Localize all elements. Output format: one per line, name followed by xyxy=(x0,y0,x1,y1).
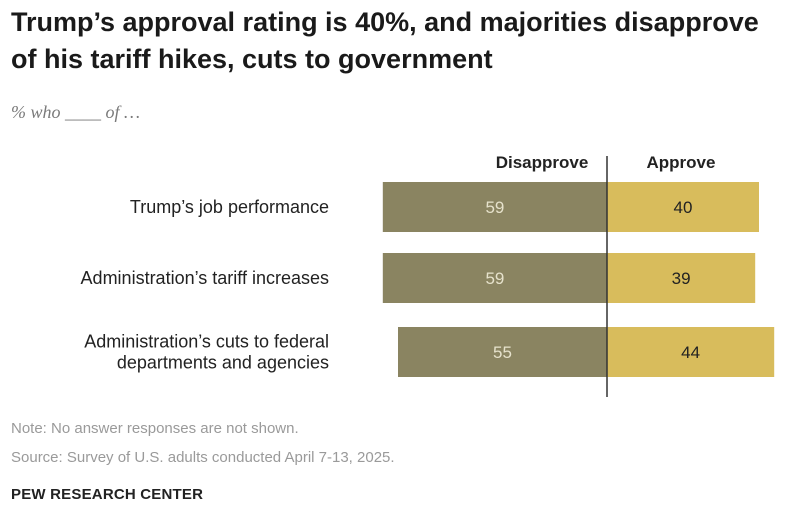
legend-approve: Approve xyxy=(647,153,716,172)
category-label-3-line-1: Administration’s cuts to federal xyxy=(84,332,329,352)
bar-approve-2 xyxy=(607,253,756,303)
bar-disapprove-1 xyxy=(382,182,607,232)
category-label-2: Administration’s tariff increases xyxy=(81,268,329,288)
data-label-disapprove-2: 59 xyxy=(485,269,504,288)
bar-disapprove-2 xyxy=(382,253,607,303)
diverging-bar-chart: Disapprove Approve 59 40 Trump’s job perform… xyxy=(81,153,775,397)
bar-disapprove-3 xyxy=(398,327,607,377)
category-label-1: Trump’s job performance xyxy=(130,197,329,217)
category-label-3-line-2: departments and agencies xyxy=(117,353,329,373)
data-label-approve-3: 44 xyxy=(681,343,700,362)
bar-approve-1 xyxy=(607,182,759,232)
chart-source: Source: Survey of U.S. adults conducted … xyxy=(11,449,395,466)
data-label-approve-2: 39 xyxy=(672,269,691,288)
bar-approve-3 xyxy=(607,327,775,377)
legend-disapprove: Disapprove xyxy=(496,153,589,172)
data-label-disapprove-1: 59 xyxy=(485,198,504,217)
data-label-disapprove-3: 55 xyxy=(493,343,512,362)
brand-logo-text: PEW RESEARCH CENTER xyxy=(11,486,204,503)
data-label-approve-1: 40 xyxy=(674,198,693,217)
chart-title: Trump’s approval rating is 40%, and majo… xyxy=(11,7,759,74)
chart-subtitle: % who ____ of … xyxy=(11,102,141,122)
chart-note: Note: No answer responses are not shown. xyxy=(11,420,299,437)
